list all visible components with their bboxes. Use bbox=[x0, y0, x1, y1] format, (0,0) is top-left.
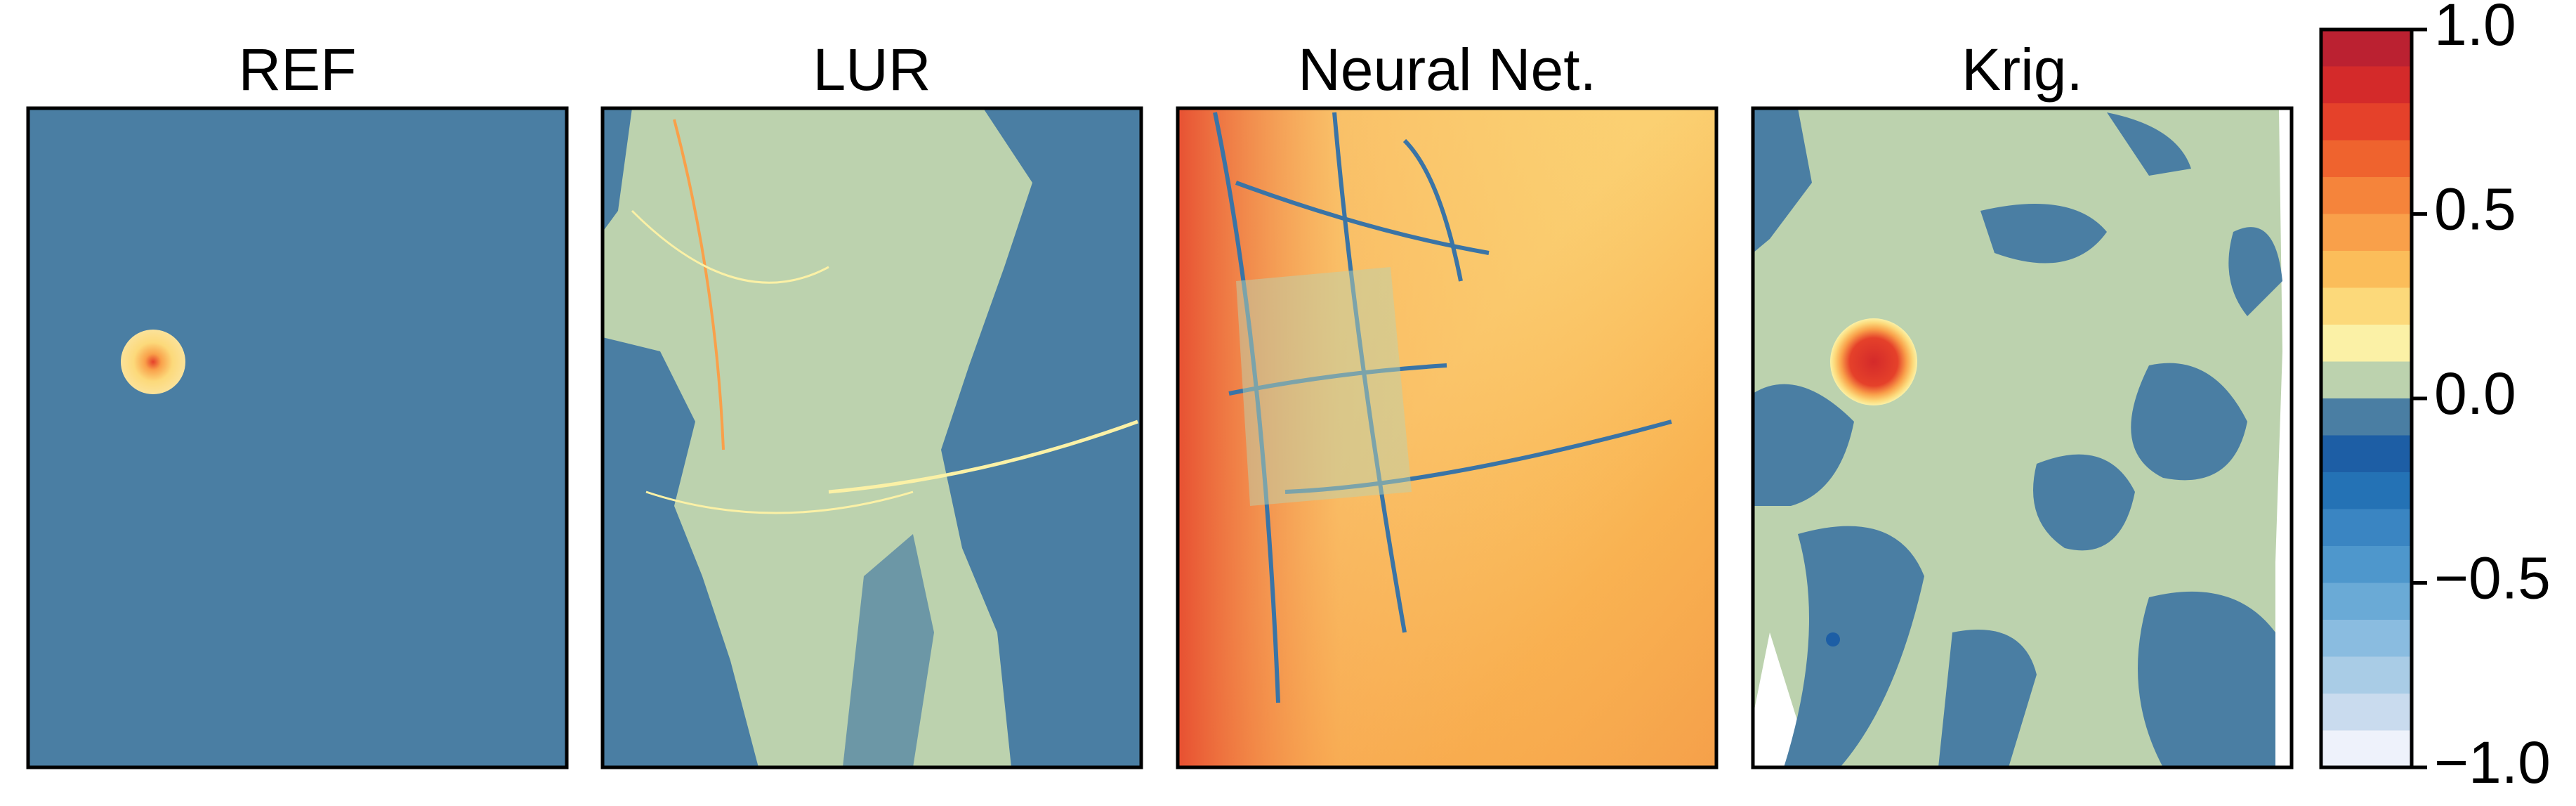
map-road bbox=[673, 119, 725, 450]
colorbar-bin bbox=[2321, 509, 2412, 546]
panel-title: LUR bbox=[813, 37, 931, 103]
panel-frame bbox=[600, 106, 1143, 769]
colorbar-bin bbox=[2321, 103, 2412, 141]
colorbar bbox=[2321, 30, 2412, 767]
panel-frame bbox=[1176, 106, 1719, 769]
colorbar-bin bbox=[2321, 30, 2412, 67]
panel-frame bbox=[1751, 106, 2294, 769]
colorbar-bin bbox=[2321, 398, 2412, 436]
y-tick-label: 0.0 bbox=[2434, 360, 2516, 427]
colorbar-bin bbox=[2321, 361, 2412, 398]
map-road bbox=[828, 420, 1138, 494]
colorbar-bin bbox=[2321, 620, 2412, 657]
map-region bbox=[1980, 112, 2247, 481]
colorbar-bin bbox=[2321, 325, 2412, 362]
panel-title: Neural Net. bbox=[1298, 37, 1596, 103]
colorbar-bin bbox=[2321, 435, 2412, 472]
map-region bbox=[1784, 526, 1924, 767]
map-hotspot bbox=[1830, 318, 1917, 405]
map-region bbox=[1753, 108, 1854, 506]
colorbar-bin bbox=[2321, 287, 2412, 325]
colorbar-bin bbox=[2321, 694, 2412, 731]
map-region bbox=[843, 534, 934, 767]
colorbar-bin bbox=[2321, 251, 2412, 288]
map-background bbox=[28, 108, 567, 767]
map-region bbox=[941, 108, 1141, 767]
map-region bbox=[1938, 454, 2275, 767]
panel-title: REF bbox=[239, 37, 357, 103]
y-tick-label: −0.5 bbox=[2434, 545, 2551, 611]
colorbar-bin bbox=[2321, 177, 2412, 214]
colorbar-bin bbox=[2321, 472, 2412, 509]
colorbar-bin bbox=[2321, 583, 2412, 620]
colorbar-bin bbox=[2321, 214, 2412, 251]
colorbar-bin bbox=[2321, 66, 2412, 103]
colorbar-bin bbox=[2321, 656, 2412, 694]
map-region bbox=[2228, 227, 2282, 316]
panel-title: Krig. bbox=[1961, 37, 2083, 103]
y-tick-label: 0.5 bbox=[2434, 176, 2516, 242]
y-tick-label: −1.0 bbox=[2434, 729, 2551, 795]
map-road bbox=[631, 209, 914, 514]
colorbar-bin bbox=[2321, 730, 2412, 767]
map-region bbox=[603, 337, 758, 767]
nn-map bbox=[1178, 108, 1716, 767]
colorbar-bin bbox=[2321, 140, 2412, 177]
map-region bbox=[603, 108, 632, 232]
map-hotspot bbox=[121, 330, 185, 394]
colorbar-bin bbox=[2321, 546, 2412, 583]
map-nodata bbox=[2275, 108, 2292, 767]
ref-map bbox=[26, 106, 569, 769]
y-tick-label: 1.0 bbox=[2434, 0, 2516, 58]
krig-map bbox=[1753, 108, 2292, 767]
map-hotspot bbox=[1826, 632, 1840, 646]
lur-map bbox=[603, 108, 1141, 767]
map-region bbox=[1236, 267, 1412, 506]
panel-frame bbox=[26, 106, 569, 769]
